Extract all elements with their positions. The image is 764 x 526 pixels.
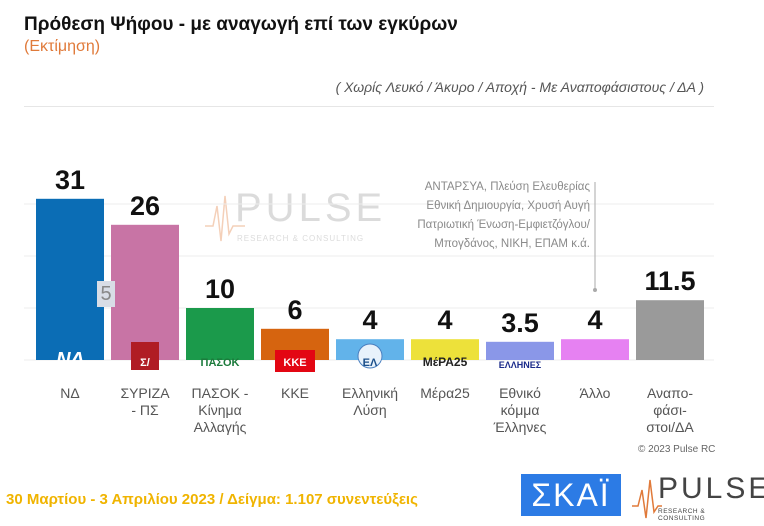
category-label: Λύση <box>353 402 386 418</box>
party-logo-box <box>275 350 315 372</box>
category-label: Άλλο <box>580 385 611 401</box>
others-note: ΑΝΤΑΡΣΥΑ, Πλεύση Ελευθερίας Εθνική Δημιο… <box>410 178 590 254</box>
watermark-word: PULSE <box>235 186 387 230</box>
bar <box>486 341 554 360</box>
value-label: 6 <box>287 295 302 325</box>
bar <box>636 300 704 360</box>
value-label: 11.5 <box>644 266 695 296</box>
chart-note: ( Χωρίς Λευκό / Άκυρο / Αποχή - Με Αναπο… <box>335 79 704 95</box>
value-label: 3.5 <box>501 308 539 338</box>
pulse-wave-icon <box>205 195 245 242</box>
value-label: 10 <box>205 274 235 304</box>
pulse-wave-icon <box>632 479 662 519</box>
category-label: ΝΔ <box>60 385 79 401</box>
value-label: 4 <box>362 305 377 335</box>
party-logo: ΕΛ <box>363 357 378 369</box>
party-logo: ΠΑΣΟΚ <box>201 357 240 369</box>
value-label: 4 <box>587 305 602 335</box>
party-logo-circle <box>357 343 383 369</box>
category-label: στοι/ΔΑ <box>646 419 694 435</box>
leader-dot <box>593 288 597 292</box>
category-label: Έλληνες <box>493 419 547 435</box>
category-label: Εθνικό <box>499 385 541 401</box>
others-note-line: Πατριωτική Ένωση-Εμφιετζόγλου/ <box>417 219 590 231</box>
category-label: - ΠΣ <box>131 402 159 418</box>
chart-title: Πρόθεση Ψήφου - με αναγωγή επί των εγκύρ… <box>24 14 458 35</box>
watermark-sub: RESEARCH & CONSULTING <box>237 234 365 243</box>
others-note-line: Μπογδάνος, ΝΙΚΗ, ΕΠΑΜ κ.ά. <box>434 238 590 250</box>
bar <box>36 198 104 360</box>
value-label: 26 <box>130 191 160 221</box>
category-label: Αλλαγής <box>194 419 247 435</box>
bar <box>561 339 629 360</box>
category-label: ΚΚΕ <box>281 385 309 401</box>
party-logo: ΚΚΕ <box>283 357 306 369</box>
value-label: 31 <box>55 165 85 195</box>
chart-subtitle: (Εκτίμηση) <box>24 38 101 55</box>
category-label: ΣΥΡΙΖΑ <box>120 385 170 401</box>
bar-chart: 31 ΝΔ ΝΔ 26 Σ/ΣΥΡΙΖΑ- ΠΣ 10 ΠΑΣΟΚ ΠΑΣΟΚ -Κίνημα… <box>24 165 714 435</box>
bar <box>411 339 479 360</box>
pulse-watermark: PULSE RESEARCH & CONSULTING <box>205 186 385 246</box>
party-logo: ΜέΡΑ25 <box>423 355 468 369</box>
skai-logo: ΣΚΑΪ <box>521 474 621 516</box>
footer-fieldwork: 30 Μαρτίου - 3 Απριλίου 2023 / Δείγμα: 1… <box>6 491 418 508</box>
bar <box>111 224 179 360</box>
bar <box>186 308 254 360</box>
pulse-logo-word: PULSE <box>658 472 764 505</box>
party-logo: Σ/ <box>140 357 150 369</box>
category-label: Ελληνική <box>342 385 398 401</box>
category-label: κόμμα <box>501 402 540 418</box>
pulse-logo: PULSE RESEARCH & CONSULTING <box>632 472 764 522</box>
copyright: © 2023 Pulse RC <box>638 444 716 455</box>
category-label: φάσι- <box>653 402 687 418</box>
party-logo: ΝΔ <box>56 349 84 371</box>
value-label: 4 <box>437 305 452 335</box>
category-label: Κίνημα <box>198 402 241 418</box>
others-note-line: ΑΝΤΑΡΣΥΑ, Πλεύση Ελευθερίας <box>424 181 590 193</box>
others-note-line: Εθνική Δημιουργία, Χρυσή Αυγή <box>426 200 590 212</box>
category-label: Μέρα25 <box>420 385 470 401</box>
party-logo: ΕΛΛΗΝΕΣ <box>499 360 542 370</box>
pulse-logo-sub: RESEARCH & CONSULTING <box>658 508 706 522</box>
category-label: ΠΑΣΟΚ - <box>192 385 249 401</box>
divider <box>24 106 714 107</box>
party-logo-box <box>131 342 159 370</box>
artifact-label: 5 <box>97 281 115 307</box>
category-label: Αναπο- <box>647 385 693 401</box>
